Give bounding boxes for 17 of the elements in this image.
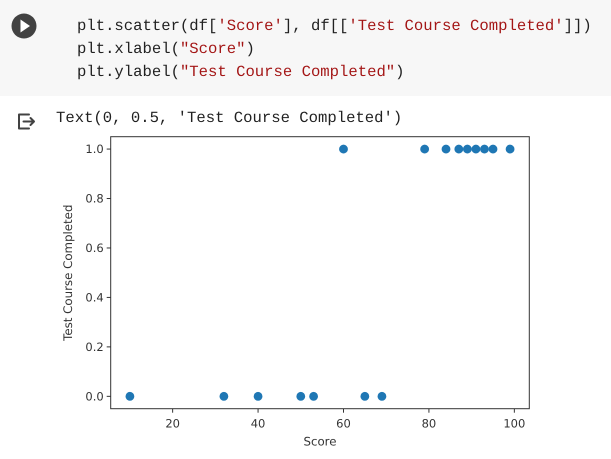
- text: plt.ylabel("Test Course Completed"): [77, 63, 405, 81]
- y-tick-label: 0.4: [85, 290, 104, 304]
- y-tick-label: 0.6: [85, 240, 104, 255]
- x-tick-label: 60: [336, 416, 351, 431]
- x-tick-label: 40: [250, 416, 266, 431]
- x-tick-label: 80: [422, 416, 436, 431]
- x-axis-title: Score: [303, 434, 337, 448]
- y-tick-label: 0.2: [85, 340, 104, 354]
- x-tick-label: 20: [165, 416, 180, 431]
- y-tick-label: 1.0: [85, 142, 104, 156]
- y-axis-title: Test Course Completed: [61, 204, 75, 342]
- text: Text(0, 0.5, 'Test Course Completed'): [56, 109, 402, 127]
- text: plt.scatter(df['Score'], df[['Test Course Completed']]): [77, 17, 592, 35]
- y-tick-label: 0.8: [85, 192, 104, 206]
- text: plt.xlabel("Score"): [77, 40, 255, 58]
- x-tick-label: 100: [503, 416, 526, 431]
- y-tick-label: 0.0: [85, 389, 104, 404]
